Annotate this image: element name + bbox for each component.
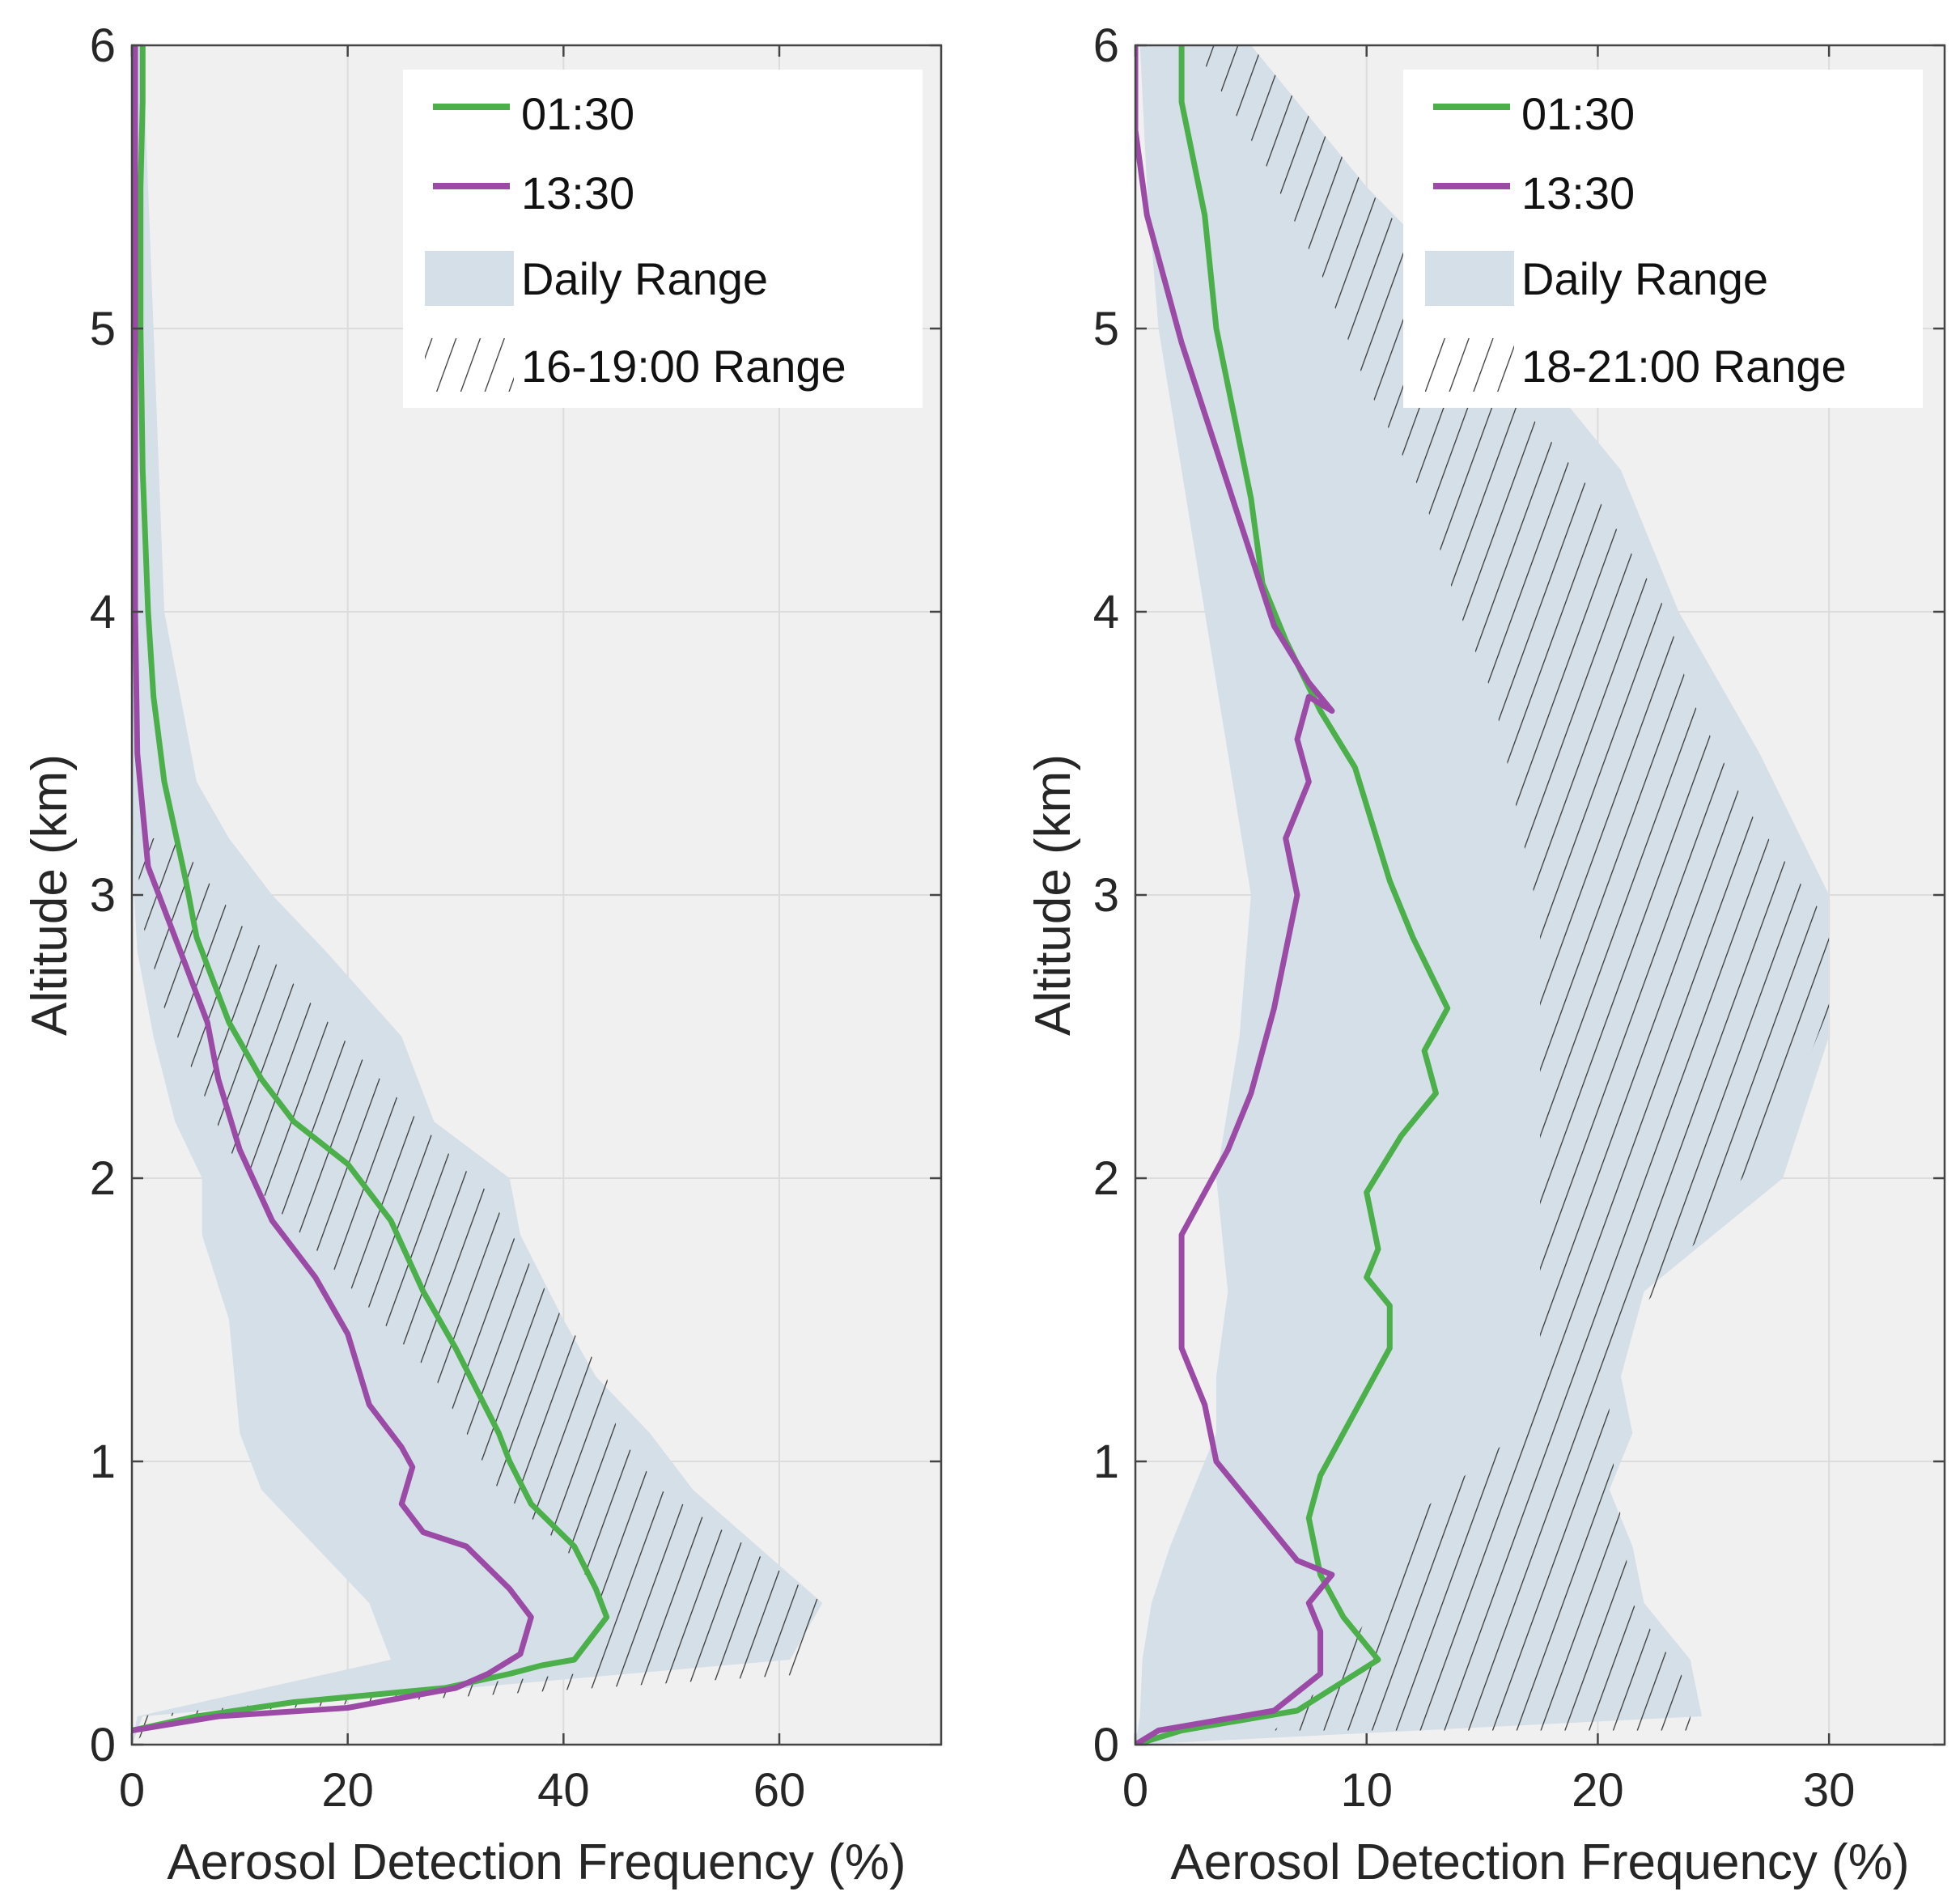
xtick-label: 60 — [753, 1764, 806, 1817]
ytick-label: 2 — [1093, 1152, 1119, 1205]
legend-label-hatch-range: 18-21:00 Range — [1521, 341, 1847, 392]
ytick-label: 3 — [1093, 869, 1119, 922]
xtick-label: 10 — [1340, 1764, 1393, 1817]
series-line-0130-right — [1135, 45, 1451, 1745]
y-axis-label-left: Altitude (km) — [22, 754, 78, 1036]
daily-range-band-left — [132, 45, 823, 1745]
legend-swatch-daily-range — [1425, 251, 1514, 306]
xtick-label: 20 — [321, 1764, 374, 1817]
legend-swatch-hatch-range — [1425, 338, 1514, 392]
ticks-left — [130, 44, 941, 1746]
ytick-label: 0 — [90, 1719, 116, 1771]
ytick-label: 5 — [90, 303, 116, 355]
xtick-label: 40 — [537, 1764, 590, 1817]
series-line-0130-left — [132, 45, 610, 1733]
legend-label-0130: 01:30 — [1521, 88, 1635, 139]
legend-label-daily-range: Daily Range — [521, 253, 768, 304]
legend-label-0130: 01:30 — [521, 88, 634, 139]
hatch-range-band-right — [1193, 45, 1830, 1731]
ytick-label: 6 — [1093, 19, 1119, 72]
legend-label-1330: 13:30 — [521, 168, 634, 218]
series-line-1330-right — [1135, 45, 1335, 1745]
ytick-label: 1 — [90, 1436, 116, 1488]
legend-swatch-hatch-range — [425, 338, 514, 392]
ytick-label: 4 — [1093, 586, 1119, 638]
y-axis-label-right: Altitude (km) — [1025, 754, 1081, 1036]
chart-left: 0 20 40 60 0 1 2 3 4 5 6 Aerosol Detecti… — [22, 19, 943, 1890]
legend-label-daily-range: Daily Range — [1521, 253, 1768, 304]
legend-swatch-daily-range — [425, 251, 514, 306]
xtick-label: 20 — [1572, 1764, 1624, 1817]
xtick-label: 30 — [1803, 1764, 1856, 1817]
legend-label-hatch-range: 16-19:00 Range — [521, 341, 846, 392]
xtick-label: 0 — [119, 1764, 145, 1817]
ticks-right — [1134, 44, 1945, 1746]
ytick-label: 3 — [90, 869, 116, 922]
x-axis-label-right: Aerosol Detection Frequency (%) — [1170, 1834, 1909, 1890]
xtick-label: 0 — [1122, 1764, 1148, 1817]
ytick-label: 4 — [90, 586, 116, 638]
chart-right: 0 10 20 30 0 1 2 3 4 5 6 Aerosol Detecti… — [1025, 19, 1946, 1890]
ytick-label: 5 — [1093, 303, 1119, 355]
ytick-label: 1 — [1093, 1436, 1119, 1488]
daily-range-band-right — [1135, 45, 1830, 1745]
legend-label-1330: 13:30 — [1521, 168, 1635, 218]
ytick-label: 2 — [90, 1152, 116, 1205]
legend-left: 01:30 13:30 Daily Range 16-19:00 Range — [403, 70, 923, 408]
ytick-label: 0 — [1093, 1719, 1119, 1771]
legend-right: 01:30 13:30 Daily Range 18-21:00 Range — [1403, 70, 1923, 408]
hatch-range-band-left — [132, 838, 823, 1745]
ytick-label: 6 — [90, 19, 116, 72]
x-axis-label-left: Aerosol Detection Frequency (%) — [167, 1834, 906, 1890]
series-line-1330-left — [132, 45, 534, 1733]
